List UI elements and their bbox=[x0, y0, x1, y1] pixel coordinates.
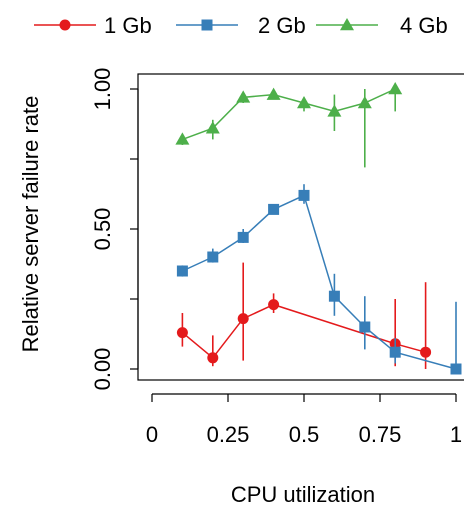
data-point-2-gb bbox=[298, 189, 310, 201]
data-point-2-gb bbox=[328, 290, 340, 302]
x-tick-label: 1 bbox=[450, 422, 462, 447]
series-2-gb bbox=[176, 184, 462, 375]
data-point-1-gb bbox=[237, 313, 249, 325]
legend-marker-1-gb bbox=[59, 19, 71, 31]
x-axis: 0 0.25 0.5 0.75 1 bbox=[146, 393, 462, 447]
series-1-gb bbox=[176, 262, 432, 369]
y-tick-label: 0.00 bbox=[90, 348, 115, 391]
legend-label-4-gb: 4 Gb bbox=[400, 13, 448, 38]
legend-label-2-gb: 2 Gb bbox=[258, 13, 306, 38]
y-axis: 0.00 0.50 1.00 bbox=[90, 68, 139, 391]
data-point-2-gb bbox=[389, 346, 401, 358]
data-point-4-gb bbox=[357, 96, 372, 109]
data-point-4-gb bbox=[297, 96, 311, 109]
legend-item-2-gb: 2 Gb bbox=[176, 13, 306, 38]
x-tick-label: 0.5 bbox=[289, 422, 320, 447]
data-point-4-gb bbox=[327, 104, 342, 117]
y-axis-title: Relative server failure rate bbox=[18, 96, 43, 353]
legend-marker-2-gb bbox=[201, 19, 213, 31]
series-line-1-gb bbox=[181, 303, 426, 359]
legend-marker-4-gb bbox=[340, 18, 354, 31]
y-tick-label: 1.00 bbox=[90, 68, 115, 111]
data-point-1-gb bbox=[176, 327, 188, 339]
data-point-4-gb bbox=[175, 132, 190, 145]
data-point-1-gb bbox=[268, 299, 280, 311]
data-point-2-gb bbox=[359, 321, 371, 333]
data-point-2-gb bbox=[450, 363, 462, 375]
data-point-2-gb bbox=[237, 231, 249, 243]
series-4-gb bbox=[175, 82, 403, 168]
data-point-2-gb bbox=[176, 265, 188, 277]
series-line-4-gb bbox=[182, 88, 396, 141]
x-axis-title: CPU utilization bbox=[231, 482, 375, 507]
legend-item-4-gb: 4 Gb bbox=[316, 13, 448, 38]
legend-item-1-gb: 1 Gb bbox=[34, 13, 152, 38]
data-point-2-gb bbox=[207, 251, 219, 263]
data-point-4-gb bbox=[236, 90, 251, 103]
legend-label-1-gb: 1 Gb bbox=[104, 13, 152, 38]
data-point-4-gb bbox=[205, 121, 220, 134]
data-point-4-gb bbox=[266, 87, 281, 100]
x-tick-label: 0.25 bbox=[207, 422, 250, 447]
legend: 1 Gb 2 Gb 4 Gb bbox=[34, 13, 448, 38]
series-layer bbox=[175, 82, 462, 375]
y-tick-label: 0.50 bbox=[90, 208, 115, 251]
data-point-4-gb bbox=[388, 82, 403, 95]
data-point-1-gb bbox=[420, 346, 432, 358]
x-tick-label: 0.75 bbox=[359, 422, 402, 447]
data-point-1-gb bbox=[207, 352, 219, 364]
data-point-2-gb bbox=[268, 203, 280, 215]
x-tick-label: 0 bbox=[146, 422, 158, 447]
